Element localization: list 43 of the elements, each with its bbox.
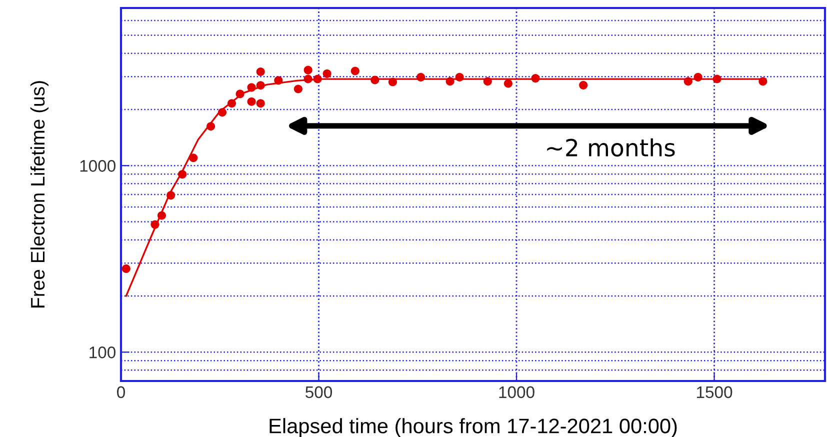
x-tick-label: 0 bbox=[117, 386, 125, 398]
point bbox=[684, 77, 692, 86]
point bbox=[579, 80, 588, 90]
point bbox=[304, 74, 312, 84]
point bbox=[416, 72, 426, 82]
point bbox=[256, 67, 265, 76]
x-tick-label: 500 bbox=[306, 386, 332, 398]
point bbox=[455, 72, 464, 82]
point bbox=[388, 78, 397, 86]
point bbox=[531, 74, 540, 83]
point bbox=[256, 99, 265, 108]
y-axis-title: Free Electron Lifetime (us) bbox=[30, 81, 48, 308]
point bbox=[274, 76, 283, 85]
point bbox=[304, 66, 312, 74]
point bbox=[218, 108, 227, 117]
x-tick-label: 1500 bbox=[696, 386, 732, 398]
point bbox=[446, 77, 454, 86]
point bbox=[178, 170, 187, 179]
point bbox=[166, 191, 176, 200]
point bbox=[313, 74, 322, 84]
point bbox=[227, 99, 236, 108]
point bbox=[247, 97, 256, 106]
point bbox=[370, 76, 380, 84]
point bbox=[206, 122, 216, 131]
y-tick-label: 100 bbox=[90, 346, 116, 358]
x-tick-label: 1000 bbox=[499, 386, 534, 398]
point bbox=[294, 84, 302, 94]
point bbox=[712, 74, 722, 84]
point bbox=[504, 79, 512, 88]
point bbox=[350, 66, 360, 76]
point bbox=[236, 90, 244, 98]
point bbox=[157, 211, 166, 220]
point bbox=[694, 72, 702, 82]
point bbox=[256, 81, 265, 90]
x-axis-title: Elapsed time (hours from 17-12-2021 00:00) bbox=[270, 418, 677, 437]
point bbox=[758, 77, 768, 86]
point bbox=[483, 77, 492, 86]
point bbox=[150, 220, 160, 229]
point bbox=[247, 83, 256, 92]
point bbox=[122, 264, 130, 273]
point bbox=[322, 69, 332, 78]
point bbox=[189, 154, 198, 162]
annotation: ~2 months bbox=[547, 138, 675, 157]
